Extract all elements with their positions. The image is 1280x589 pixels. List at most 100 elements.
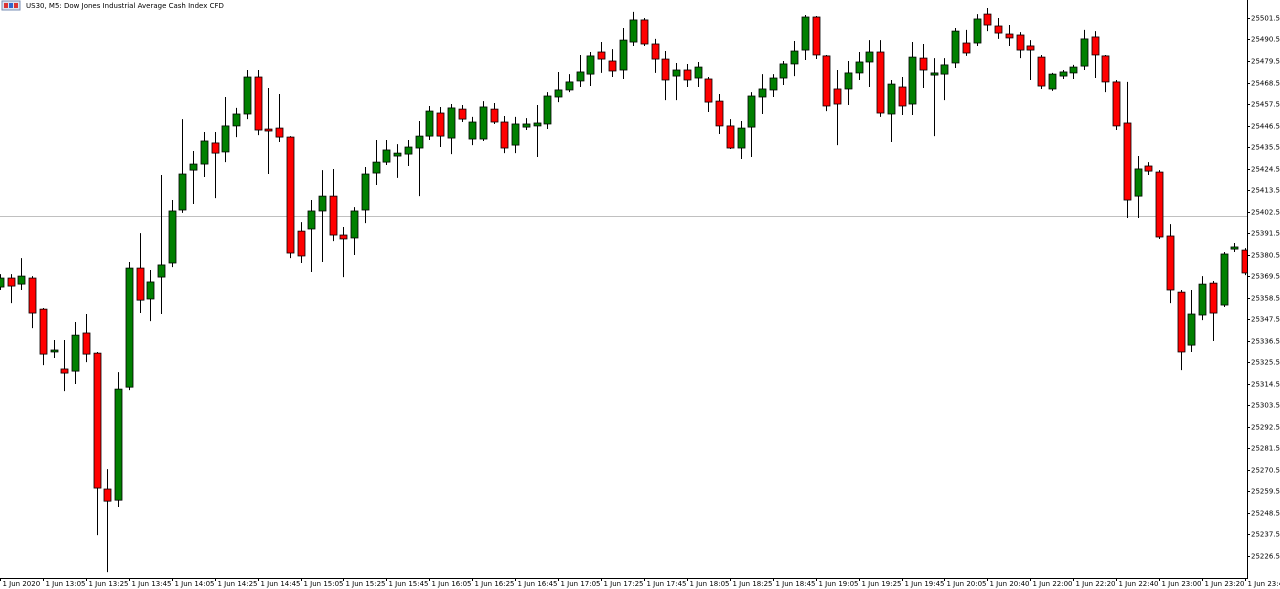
- candle-body: [565, 81, 574, 91]
- candle-body: [704, 78, 713, 103]
- x-tick-label: 1 Jun 15:05: [304, 580, 344, 588]
- candle-body: [919, 57, 928, 71]
- y-tick-label: 25336.5: [1251, 338, 1280, 346]
- y-tick-label: 25314.5: [1251, 381, 1280, 389]
- y-tick-label: 25501.5: [1251, 15, 1280, 23]
- x-tick-label: 1 Jun 13:25: [89, 580, 129, 588]
- candle-body: [200, 140, 209, 165]
- candle-body: [812, 16, 821, 56]
- candle-body: [737, 127, 746, 149]
- y-tick-label: 25347.5: [1251, 316, 1280, 324]
- candle-body: [243, 76, 252, 115]
- x-tick-label: 1 Jun 20:05: [947, 580, 987, 588]
- candle-body: [361, 173, 370, 211]
- candle-body: [1144, 165, 1153, 172]
- candle-body: [769, 77, 778, 91]
- candle-body: [50, 349, 59, 353]
- candle-body: [254, 76, 263, 131]
- candle-body: [286, 136, 295, 254]
- candle-body: [640, 19, 649, 45]
- candle-body: [930, 72, 939, 76]
- candle-body: [908, 56, 917, 105]
- candle-body: [221, 125, 230, 153]
- candle-body: [425, 110, 434, 137]
- x-tick-label: 1 Jun 16:25: [475, 580, 515, 588]
- y-tick-label: 25490.5: [1251, 36, 1280, 44]
- candle-body: [715, 100, 724, 127]
- candle-body: [382, 149, 391, 163]
- candle-body: [93, 352, 102, 489]
- candle-body: [1048, 73, 1057, 90]
- candle-body: [447, 107, 456, 139]
- candle-body: [1155, 171, 1164, 238]
- candle-body: [146, 281, 155, 300]
- candle-body: [125, 267, 134, 388]
- candle-body: [468, 121, 477, 140]
- y-tick-label: 25358.5: [1251, 295, 1280, 303]
- candle-body: [211, 142, 220, 154]
- candle-body: [1069, 66, 1078, 74]
- candle-body: [458, 108, 467, 120]
- candle-body: [1220, 253, 1229, 306]
- candle-body: [103, 488, 112, 502]
- candle-body: [264, 128, 273, 132]
- candle-body: [82, 332, 91, 355]
- y-tick-label: 25325.5: [1251, 359, 1280, 367]
- candle-body: [629, 19, 638, 43]
- candle-body: [661, 58, 670, 81]
- candle-body: [189, 163, 198, 171]
- chart-title: US30, M5: Dow Jones Industrial Average C…: [26, 2, 224, 10]
- candle-body: [672, 69, 681, 77]
- candle-body: [17, 275, 26, 285]
- candle-body: [522, 123, 531, 128]
- x-tick-label: 1 Jun 14:45: [261, 580, 301, 588]
- x-tick-label: 1 Jun 14:05: [175, 580, 215, 588]
- candle-body: [779, 63, 788, 79]
- candle-body: [168, 210, 177, 264]
- x-tick-label: 1 Jun 18:05: [690, 580, 730, 588]
- candle-body: [533, 122, 542, 127]
- candle-body: [1101, 55, 1110, 83]
- candle-body: [855, 61, 864, 74]
- candle-body: [511, 123, 520, 146]
- y-tick-label: 25435.5: [1251, 144, 1280, 152]
- candle-body: [1037, 56, 1046, 87]
- candle-body: [1059, 71, 1068, 77]
- candle-body: [576, 71, 585, 82]
- candle-body: [586, 55, 595, 75]
- candle-body: [822, 55, 831, 107]
- candle-body: [350, 210, 359, 239]
- candle-body: [865, 51, 874, 63]
- plot-area: [0, 8, 1247, 573]
- y-tick-label: 25479.5: [1251, 58, 1280, 66]
- y-tick-label: 25402.5: [1251, 209, 1280, 217]
- candle-body: [339, 234, 348, 240]
- x-tick-label: 1 Jun 17:25: [604, 580, 644, 588]
- candle-body: [726, 125, 735, 149]
- y-tick-label: 25270.5: [1251, 467, 1280, 475]
- x-tick-label: 1 Jun 23:00: [1162, 580, 1202, 588]
- candle-body: [393, 152, 402, 157]
- x-tick-label: 1 Jun 19:25: [862, 580, 902, 588]
- y-tick-label: 25413.5: [1251, 187, 1280, 195]
- candle-body: [758, 88, 767, 98]
- candle-body: [500, 121, 509, 149]
- candle-body: [1177, 291, 1186, 353]
- x-tick-label: 1 Jun 19:05: [819, 580, 859, 588]
- y-tick-label: 25226.5: [1251, 553, 1280, 561]
- candle-body: [1241, 249, 1247, 274]
- x-tick-label: 1 Jun 16:45: [518, 580, 558, 588]
- candle-body: [28, 277, 37, 314]
- y-tick-label: 25457.5: [1251, 101, 1280, 109]
- x-tick-label: 1 Jun 2020: [3, 580, 41, 588]
- y-tick-label: 25380.5: [1251, 252, 1280, 260]
- candle-body: [329, 195, 338, 236]
- y-tick-label: 25369.5: [1251, 273, 1280, 281]
- x-tick-label: 1 Jun 22:00: [1033, 580, 1073, 588]
- candle-body: [1016, 34, 1025, 51]
- candle-body: [1230, 246, 1239, 250]
- x-tick-label: 1 Jun 17:05: [561, 580, 601, 588]
- candle-body: [940, 64, 949, 75]
- candle-body: [619, 39, 628, 71]
